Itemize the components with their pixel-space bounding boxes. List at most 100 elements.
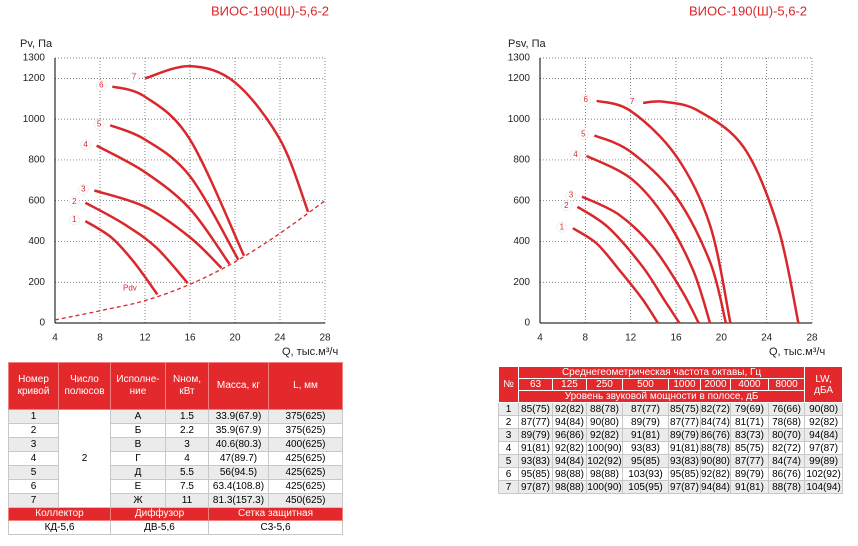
table-row: 7 97(87) 98(88) 100(90) 105(95) 97(87) 94(84) 9…	[498, 480, 844, 494]
cell: 7.5	[165, 479, 209, 494]
cell: 91(81)	[622, 428, 669, 442]
y-tick-label: 1300	[508, 53, 531, 64]
curve	[596, 99, 732, 324]
cell: 63.4(108.8)	[208, 479, 269, 494]
curve-label: 3	[569, 191, 574, 200]
curve	[572, 227, 659, 324]
curve-label-badge	[128, 72, 140, 83]
cell: 94(84)	[552, 415, 587, 429]
cell: 81.3(157.3)	[208, 493, 269, 508]
cell: 375(625)	[268, 423, 343, 438]
cell: 85(75)	[730, 441, 769, 455]
curve	[593, 134, 728, 324]
y-axis-label: Psv, Па	[508, 38, 547, 50]
column-header: 500	[622, 378, 669, 391]
cell: 3	[8, 437, 59, 452]
cell: 11	[165, 493, 209, 508]
column-header: 250	[586, 378, 623, 391]
curve-label-badge	[565, 190, 577, 201]
curve	[112, 85, 246, 257]
curve-label-badge	[96, 80, 107, 91]
cell: 83(73)	[730, 428, 769, 442]
curve-label-badge	[626, 96, 638, 108]
curve	[643, 100, 800, 324]
cell: 105(95)	[622, 480, 669, 494]
x-tick-label: 4	[537, 333, 543, 344]
curve	[84, 201, 189, 285]
cell: 84(74)	[700, 415, 731, 429]
curve	[144, 64, 310, 213]
curve-label: 6	[99, 81, 104, 90]
x-tick-label: 28	[319, 333, 331, 344]
y-tick-label: 1200	[508, 73, 531, 84]
curve-label-badge	[69, 214, 80, 226]
curve	[96, 144, 231, 265]
cell: 450(625)	[268, 493, 343, 508]
x-tick-label: 8	[97, 333, 103, 344]
cell: 4	[498, 441, 519, 455]
column-header: Исполне-ние	[110, 362, 166, 410]
table-row: 2 Б 2.2 35.9(67.9) 375(625)	[8, 423, 343, 438]
cell: 92(82)	[804, 415, 844, 429]
cell: 100(90)	[586, 441, 623, 455]
cell: 90(80)	[804, 402, 844, 416]
table-row: 4 Г 4 47(89.7) 425(625)	[8, 451, 343, 466]
cell: Б	[110, 423, 166, 438]
cell: 93(83)	[668, 454, 701, 468]
cell: 2	[58, 409, 111, 508]
cell: 6	[8, 479, 59, 494]
cell: 80(70)	[767, 428, 806, 442]
cell: 5.5	[165, 465, 209, 480]
cell: 95(85)	[622, 454, 669, 468]
column-header: №	[498, 366, 519, 403]
cell: 91(81)	[518, 441, 553, 455]
cell: 6	[498, 467, 519, 481]
curve-label: 1	[560, 222, 565, 231]
cell: 84(74)	[767, 454, 806, 468]
curve-label-badge	[80, 139, 91, 150]
cell: 92(82)	[700, 467, 731, 481]
cell: 425(625)	[268, 479, 343, 494]
cell: 93(83)	[518, 454, 553, 468]
curve	[109, 124, 240, 261]
column-header: Число полюсов	[58, 362, 111, 410]
y-tick-label: 400	[28, 236, 45, 247]
header-row: Уровень звуковой мощности в полосе, дБ	[499, 390, 843, 403]
cell: 85(75)	[518, 402, 553, 416]
cell: А	[110, 409, 166, 424]
column-header: 125	[552, 378, 587, 391]
curve-label-badge	[69, 196, 80, 207]
cell: С3-5,6	[208, 520, 343, 535]
curve	[581, 195, 700, 324]
column-header: Среднегеометрическая частота октавы, Гц	[517, 366, 806, 379]
x-axis-label: Q, тыс.м³/ч	[282, 346, 338, 358]
cell: 3	[498, 428, 519, 442]
curve-label-badge	[578, 129, 589, 140]
column-header: Номер кривой	[8, 362, 59, 410]
y-tick-label: 400	[513, 236, 530, 247]
y-tick-label: 200	[28, 277, 45, 288]
cell: 98(88)	[586, 467, 623, 481]
cell: 97(87)	[804, 441, 844, 455]
table-row: 5 Д 5.5 56(94.5) 425(625)	[8, 465, 343, 480]
cell: 87(77)	[518, 415, 553, 429]
curve-label: 2	[564, 201, 569, 210]
cell: 82(72)	[767, 441, 806, 455]
chart-title: ВИОС-190(Ш)-5,6-2	[211, 3, 329, 18]
cell: 76(66)	[767, 402, 806, 416]
cell: 86(76)	[767, 467, 806, 481]
cell: 91(81)	[730, 480, 769, 494]
x-tick-label: 28	[806, 333, 818, 344]
cell: Ж	[110, 493, 166, 508]
cell: 88(78)	[700, 441, 731, 455]
table-row: 3 89(79) 96(86) 92(82) 91(81) 89(79) 86(76) 83(…	[498, 428, 844, 442]
curve-label: Pdv	[123, 284, 137, 293]
cell: 98(88)	[552, 467, 587, 481]
cell: 95(85)	[518, 467, 553, 481]
curve-label: 7	[132, 72, 137, 81]
x-axis-label: Q, тыс.м³/ч	[769, 346, 825, 358]
cell: 89(79)	[668, 428, 701, 442]
curve-label-badge	[93, 119, 105, 130]
curve-label: 4	[573, 150, 578, 159]
